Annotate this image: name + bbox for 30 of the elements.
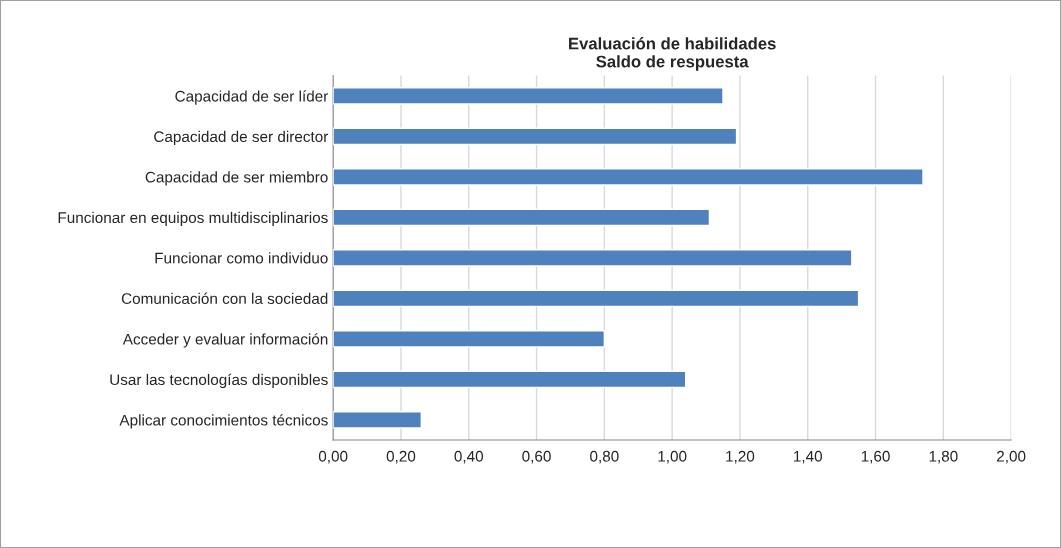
bar <box>333 289 860 308</box>
y-tick-label: Acceder y evaluar información <box>122 333 328 348</box>
bar <box>333 168 924 186</box>
x-tick-label: 0,20 <box>386 450 416 464</box>
x-tick-label: 1,20 <box>726 450 755 464</box>
x-tick-label: 1,40 <box>794 450 823 464</box>
y-tick-label: Usar las tecnologías disponibles <box>110 373 328 389</box>
chart-title: Evaluación de habilidades Saldo de respuesta <box>569 37 776 71</box>
x-tick-label: 0,00 <box>318 450 348 464</box>
y-tick-label: Capacidad de ser líder <box>175 90 329 105</box>
y-tick-label: Comunicación con la sociedad <box>121 292 328 305</box>
y-tick-label: Capacidad de ser director <box>154 130 329 146</box>
x-tick-label: 1,60 <box>861 450 890 464</box>
bar <box>333 127 738 146</box>
x-tick-label: 0,40 <box>454 450 484 464</box>
y-tick-label: Funcionar como individuo <box>155 252 328 264</box>
y-tick-label: Capacidad de ser miembro <box>145 171 328 186</box>
x-tick-label: 0,80 <box>590 450 619 464</box>
bar <box>333 208 711 227</box>
bar <box>333 411 422 429</box>
y-tick-label: Aplicar conocimientos técnicos <box>119 414 328 429</box>
x-tick-label: 1,80 <box>929 450 958 464</box>
y-tick-label: Funcionar en equipos multidisciplinarios <box>58 211 328 227</box>
bar <box>333 330 606 348</box>
bar <box>333 370 687 389</box>
x-tick-label: 2,00 <box>997 450 1026 464</box>
bar <box>333 249 853 267</box>
bar <box>333 87 724 105</box>
x-tick-label: 1,00 <box>658 450 687 464</box>
x-tick-label: 0,60 <box>522 450 551 464</box>
